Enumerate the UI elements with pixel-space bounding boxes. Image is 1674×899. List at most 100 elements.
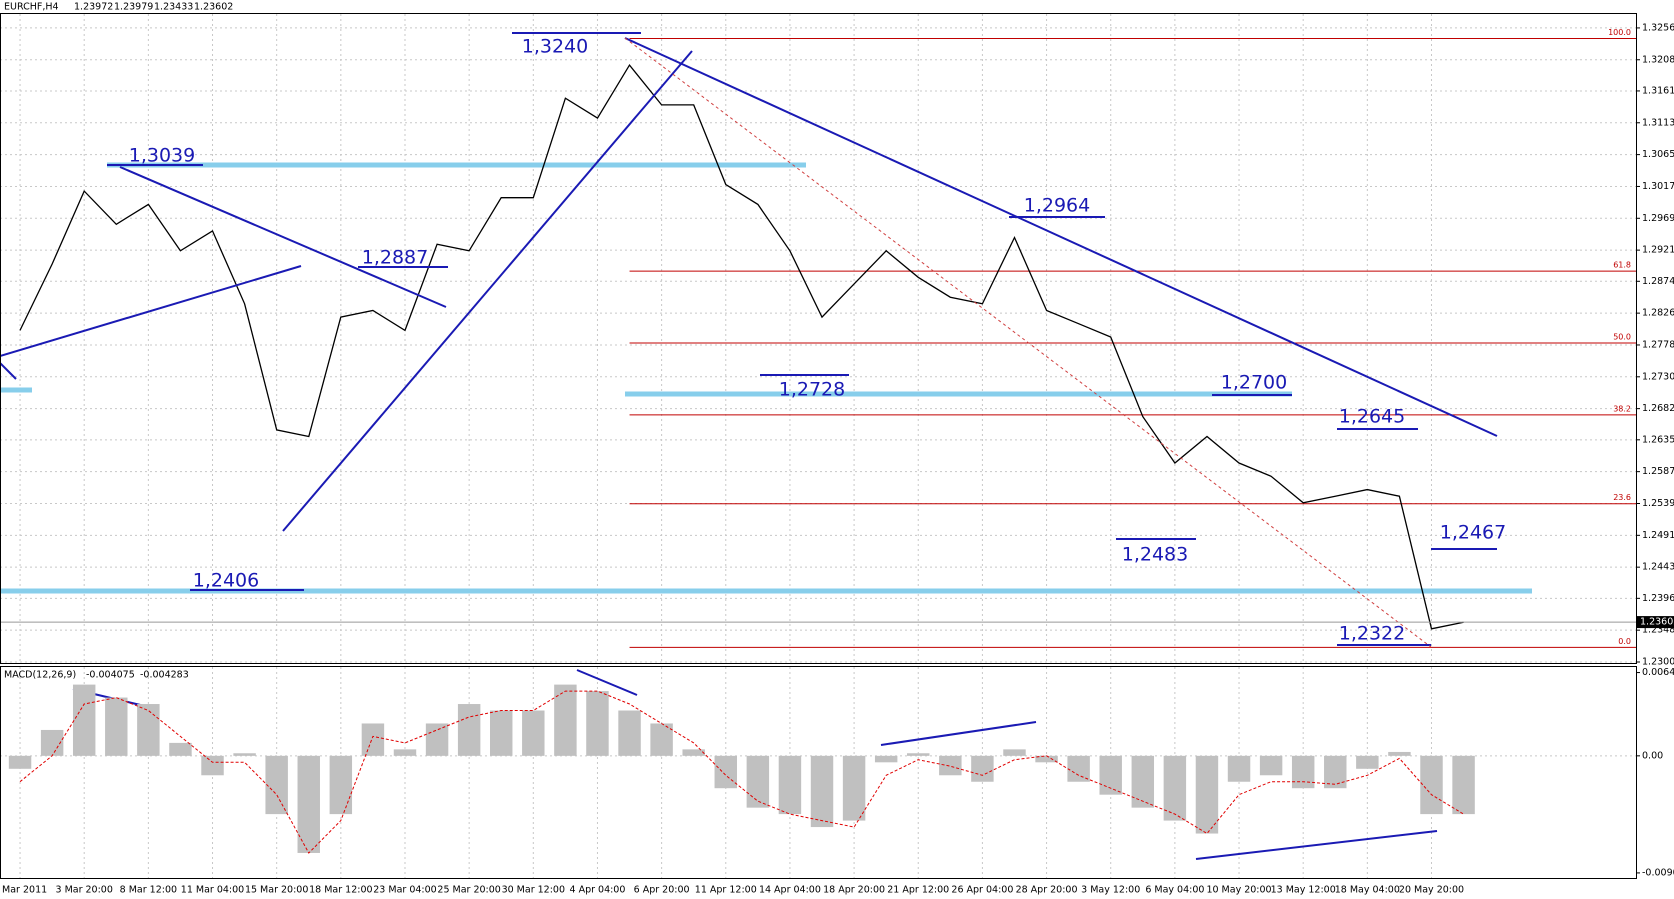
y-tick-label: 1.24430: [1642, 562, 1674, 573]
annotation: 1,2964: [1024, 195, 1090, 217]
trendline: [0, 265, 302, 357]
y-tick-label: 1.30170: [1642, 181, 1674, 192]
histogram-bar: [1227, 755, 1251, 782]
annotation: 1,2700: [1221, 372, 1287, 394]
x-tick-label: 3 May 12:00: [1081, 885, 1140, 896]
y-tick-label: 1.32080: [1642, 54, 1674, 65]
y-tick-label: 1.26820: [1642, 403, 1674, 414]
y-tick-label: 1.29210: [1642, 245, 1674, 256]
y-tick-label: 1.27780: [1642, 339, 1674, 350]
histogram-bar: [714, 755, 738, 789]
grid: [0, 14, 1636, 879]
annotation: 1,3039: [129, 145, 195, 167]
trendline: [119, 166, 447, 308]
symbol: EURCHF,H4: [4, 2, 59, 13]
histogram-bar: [810, 755, 834, 828]
histogram-bar: [842, 755, 866, 821]
x-tick-label: 26 Apr 04:00: [951, 885, 1013, 896]
trendline: [576, 669, 638, 696]
annotation: 1,2645: [1339, 406, 1405, 428]
x-tick-label: 11 Mar 04:00: [181, 885, 244, 896]
histogram-bar: [778, 755, 802, 815]
price-frame: [0, 13, 1637, 664]
ohlc-close: 1.23602: [194, 2, 233, 13]
histogram-bar: [329, 755, 353, 815]
fib-label: 0.0: [1618, 637, 1631, 646]
histogram-bar: [457, 704, 481, 756]
y-tick-label: 0.00643: [1642, 667, 1674, 678]
price-series: [19, 63, 1464, 630]
y-tick-label: 1.30650: [1642, 149, 1674, 160]
fibonacci: 100.0 61.8 50.0 38.2 23.6 0.0: [629, 28, 1636, 648]
histogram-bar: [361, 723, 385, 756]
histogram-bar: [1420, 755, 1443, 815]
histogram-bar: [1259, 755, 1283, 776]
y-tick-label: 1.26350: [1642, 434, 1674, 445]
x-tick-label: 15 Mar 20:00: [245, 885, 308, 896]
histogram-bar: [201, 755, 224, 776]
trendline: [880, 721, 1037, 746]
x-tick-label: 25 Mar 20:00: [437, 885, 500, 896]
last-price-box: [1637, 616, 1674, 629]
y-tick-label: 0.00: [1642, 750, 1663, 761]
histogram-bar: [1131, 755, 1155, 808]
histogram-bar: [105, 697, 128, 756]
x-tick-label: 21 Apr 12:00: [887, 885, 949, 896]
x-tick-label: 18 May 04:00: [1335, 885, 1400, 896]
ohlc-open: 1.23972: [74, 2, 113, 13]
histogram-bar: [682, 749, 705, 756]
fib-label: 100.0: [1608, 28, 1631, 37]
histogram-bar: [425, 723, 449, 756]
x-tick-label: 13 May 12:00: [1271, 885, 1336, 896]
histogram-bar: [265, 755, 288, 815]
ohlc-high: 1.23979: [114, 2, 153, 13]
annotation: 1,2728: [779, 379, 845, 401]
fib-label: 50.0: [1613, 332, 1631, 341]
y-tick-label: 1.24910: [1642, 530, 1674, 541]
histogram-bar: [522, 710, 545, 756]
histogram-bar: [1003, 749, 1026, 756]
indicator-reading: -0.004283: [140, 670, 189, 681]
x-tick-label: 30 Mar 12:00: [502, 885, 565, 896]
x-tick-label: 28 Apr 20:00: [1016, 885, 1078, 896]
fib-label: 38.2: [1613, 404, 1631, 413]
annotation: 1,3240: [522, 36, 588, 58]
annotation: 1,2322: [1339, 623, 1405, 645]
y-tick-label: 1.31130: [1642, 117, 1674, 128]
y-tick-label: 1.32560: [1642, 22, 1674, 33]
y-tick-label: 1.28260: [1642, 308, 1674, 319]
x-tick-label: 10 May 20:00: [1206, 885, 1271, 896]
x-tick-label: 6 May 04:00: [1145, 885, 1204, 896]
x-tick-label: 8 Mar 12:00: [120, 885, 177, 896]
annotation: 1,2887: [362, 247, 428, 269]
series-line: [19, 63, 1464, 630]
histogram-bar: [1291, 755, 1315, 789]
histogram-bar: [907, 753, 930, 756]
x-tick-label: 14 Apr 04:00: [759, 885, 821, 896]
histogram-bar: [1163, 755, 1187, 821]
histogram-bar: [874, 755, 898, 763]
y-tick-label: 1.25870: [1642, 466, 1674, 477]
x-tick-label: 20 May 20:00: [1399, 885, 1464, 896]
trendline: [0, 362, 17, 380]
x-tick-label: 6 Apr 20:00: [634, 885, 690, 896]
histogram-bar: [650, 723, 673, 756]
macd-panel: [0, 684, 1636, 854]
x-tick-label: 23 Mar 04:00: [373, 885, 436, 896]
histogram-bar: [618, 710, 641, 756]
histogram-bar: [40, 729, 64, 756]
support-resistance: [0, 162, 1532, 594]
histogram-bar: [1195, 755, 1219, 834]
ohlc-low: 1.23433: [154, 2, 193, 13]
histogram-bar: [72, 684, 96, 756]
axes: 1 Mar 2011 3 Mar 20:00 8 Mar 12:00 11 Mar 0…: [0, 22, 1674, 896]
trendlines: [0, 32, 1498, 860]
histogram-bar: [8, 755, 32, 769]
annotation: 1,2406: [193, 570, 259, 592]
histogram-bar: [489, 710, 513, 756]
trendline: [624, 37, 1432, 648]
histogram-bar: [554, 684, 577, 756]
histogram-bar: [297, 755, 320, 853]
